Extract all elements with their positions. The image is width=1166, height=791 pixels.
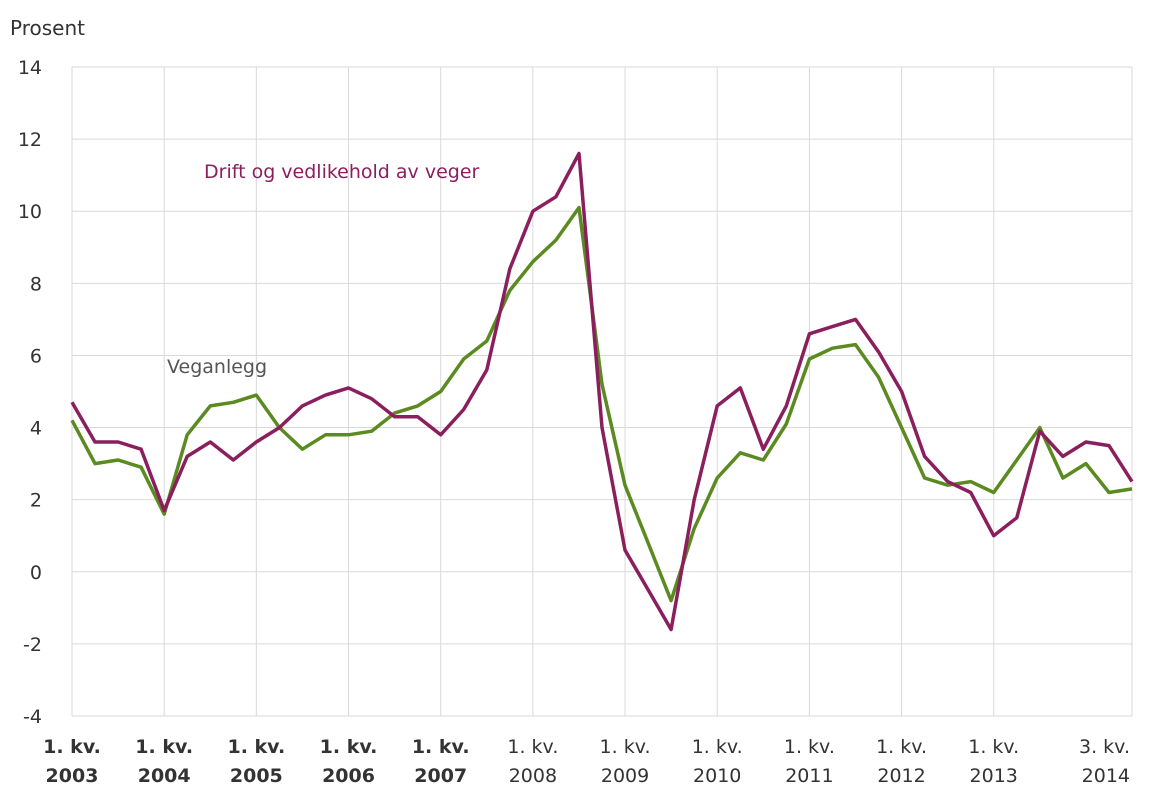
series-label-drift-og-vedlikehold: Drift og vedlikehold av veger [204, 161, 480, 183]
series-line-drift-og-vedlikehold [70, 151, 1134, 632]
x-tick-label: 1. kv. 2008 [507, 736, 558, 787]
y-tick-label: 0 [30, 562, 42, 584]
x-tick-quarter: 3. kv. [1079, 736, 1130, 758]
x-tick-label: 1. kv. 2012 [876, 736, 927, 787]
x-tick-quarter: 1. kv. [507, 736, 558, 758]
y-tick-label: 6 [30, 345, 42, 367]
x-tick-quarter: 1. kv. [412, 736, 470, 758]
x-tick-year: 2004 [138, 765, 191, 787]
y-axis-label: Prosent [10, 16, 85, 40]
series-lines [70, 151, 1134, 632]
x-tick-year: 2006 [322, 765, 375, 787]
x-tick-label: 1. kv. 2011 [784, 736, 835, 787]
x-tick-year: 2011 [785, 765, 833, 787]
x-tick-label: 1. kv. 2010 [692, 736, 743, 787]
x-tick-label: 1. kv. 2003 [43, 736, 101, 787]
x-tick-year: 2008 [509, 765, 557, 787]
y-tick-label: 8 [30, 273, 42, 295]
x-tick-quarter: 1. kv. [876, 736, 927, 758]
x-tick-label: 1. kv. 2013 [968, 736, 1019, 787]
x-tick-label: 1. kv. 2009 [600, 736, 651, 787]
x-tick-label: 1. kv. 2004 [135, 736, 193, 787]
x-tick-year: 2005 [230, 765, 283, 787]
x-tick-quarter: 1. kv. [600, 736, 651, 758]
y-axis: -4 -2 0 2 4 6 8 10 12 14 [18, 57, 42, 728]
y-tick-label: 4 [30, 418, 42, 440]
y-tick-label: 2 [30, 490, 42, 512]
series-label-veganlegg: Veganlegg [167, 356, 267, 378]
x-tick-quarter: 1. kv. [692, 736, 743, 758]
y-tick-label: 10 [18, 201, 42, 223]
y-tick-label: 14 [18, 57, 42, 79]
x-tick-label: 3. kv. 2014 [1079, 736, 1130, 787]
x-tick-quarter: 1. kv. [43, 736, 101, 758]
x-tick-year: 2010 [693, 765, 741, 787]
x-tick-year: 2007 [414, 765, 467, 787]
x-tick-quarter: 1. kv. [320, 736, 378, 758]
x-tick-quarter: 1. kv. [784, 736, 835, 758]
x-tick-year: 2013 [970, 765, 1018, 787]
x-tick-quarter: 1. kv. [135, 736, 193, 758]
x-tick-quarter: 1. kv. [227, 736, 285, 758]
x-tick-year: 2003 [46, 765, 99, 787]
x-tick-year: 2009 [601, 765, 649, 787]
x-tick-year: 2014 [1082, 765, 1130, 787]
y-tick-label: 12 [18, 129, 42, 151]
y-tick-label: -2 [23, 634, 42, 656]
x-tick-label: 1. kv. 2006 [320, 736, 378, 787]
x-tick-label: 1. kv. 2005 [227, 736, 285, 787]
x-tick-label: 1. kv. 2007 [412, 736, 470, 787]
x-tick-quarter: 1. kv. [968, 736, 1019, 758]
series-line-veganlegg [70, 205, 1133, 603]
x-tick-year: 2012 [877, 765, 925, 787]
y-tick-label: -4 [23, 706, 42, 728]
x-axis: 1. kv. 2003 1. kv. 2004 1. kv. 2005 1. kv. 2006… [43, 736, 1130, 787]
